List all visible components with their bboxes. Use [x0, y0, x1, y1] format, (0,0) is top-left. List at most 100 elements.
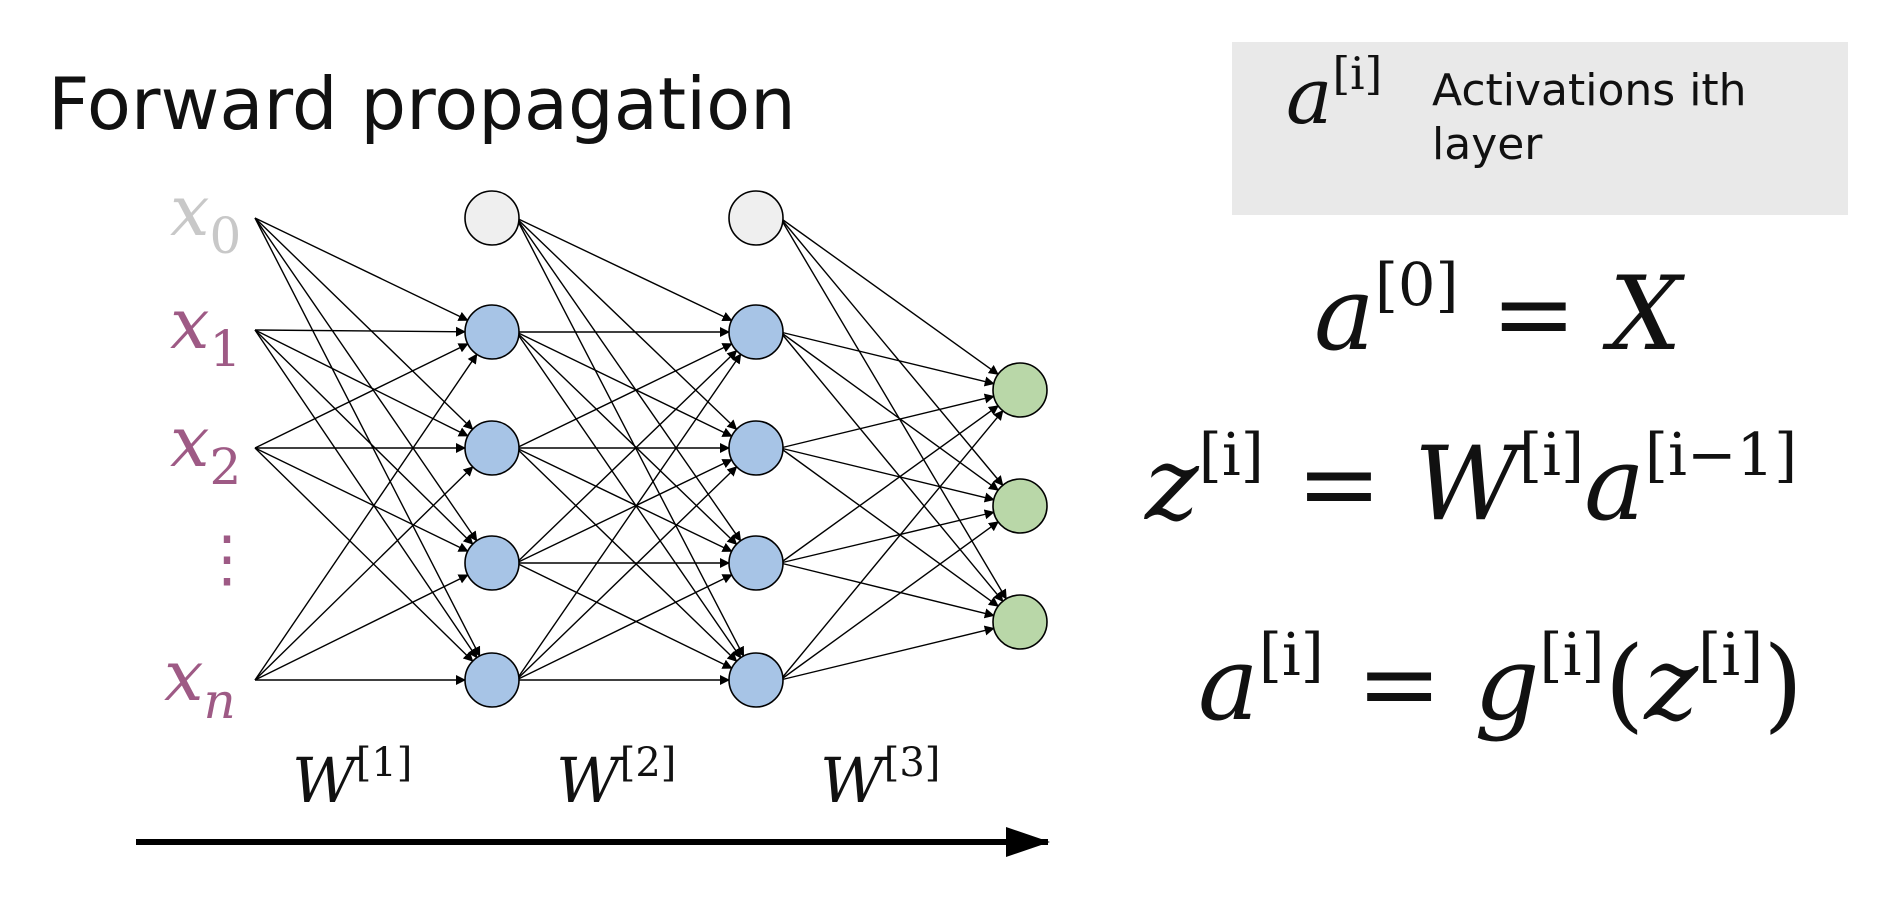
edge-37 — [779, 217, 1004, 487]
edge-32 — [515, 353, 742, 681]
equation-a0: a[0] = X — [1314, 250, 1682, 374]
input-sub: 1 — [209, 320, 241, 378]
eq3-z: z — [1644, 625, 1699, 744]
eq3-close-paren: ) — [1763, 625, 1804, 744]
edge-38 — [779, 217, 1007, 600]
edge-48 — [779, 410, 1004, 681]
weight-sup: [2] — [620, 740, 677, 786]
output-node-3 — [992, 594, 1048, 650]
edge-16 — [515, 217, 733, 322]
eq3-z-sup: [i] — [1698, 619, 1764, 689]
edge-46 — [780, 509, 995, 564]
edge-47 — [780, 562, 995, 619]
eq3-g: g — [1474, 625, 1540, 744]
edge-28 — [515, 350, 738, 564]
equation-a: a[i] = g[i](z[i]) — [1198, 620, 1804, 744]
edge-39 — [780, 331, 995, 387]
legend-symbol: a[i] — [1286, 47, 1382, 142]
hidden-node-layer2-4 — [728, 652, 784, 708]
edge-13 — [254, 466, 474, 681]
hidden-node-layer1-4 — [464, 652, 520, 708]
bias-node-layer2 — [728, 190, 784, 246]
edge-0 — [254, 217, 469, 321]
network-nodes — [464, 190, 1048, 708]
edge-50 — [780, 625, 995, 681]
hidden-node-layer1-2 — [464, 420, 520, 476]
legend-text-line1: Activations ith — [1432, 65, 1747, 116]
eq2-equals: = — [1296, 425, 1382, 544]
input-sub: 2 — [209, 438, 241, 496]
edge-34 — [515, 574, 733, 681]
legend-text-line2: layer — [1432, 119, 1543, 170]
legend-symbol-var: a — [1286, 52, 1333, 142]
hidden-node-layer2-1 — [728, 304, 784, 360]
connection-edges — [254, 217, 1007, 685]
edge-36 — [779, 217, 999, 375]
eq3-g-sup: [i] — [1539, 619, 1605, 689]
edge-2 — [254, 217, 478, 542]
edge-5 — [254, 329, 469, 437]
eq3-lhs-sup: [i] — [1258, 619, 1324, 689]
edge-44 — [779, 447, 999, 607]
weight-label-3: W[3] — [820, 740, 940, 817]
edge-45 — [779, 405, 999, 564]
input-label-3: ⋮ — [196, 522, 258, 595]
edge-7 — [254, 329, 478, 659]
edge-49 — [779, 521, 999, 681]
weight-label-2: W[2] — [556, 740, 676, 817]
eq3-equals: = — [1356, 625, 1442, 744]
edge-11 — [254, 447, 474, 662]
legend-description: Activations ith layer — [1432, 64, 1832, 172]
edge-8 — [254, 343, 469, 449]
input-var: x — [170, 401, 209, 483]
edge-41 — [779, 331, 1004, 602]
bias-node-layer1 — [464, 190, 520, 246]
eq1-equals: = — [1491, 255, 1577, 374]
eq2-lhs: z — [1145, 425, 1199, 544]
edge-27 — [515, 447, 738, 662]
hidden-node-layer1-3 — [464, 535, 520, 591]
weight-sup: [1] — [356, 740, 413, 786]
edge-1 — [254, 217, 474, 430]
edge-31 — [515, 562, 733, 669]
notation-legend: a[i] Activations ith layer — [1232, 42, 1848, 215]
eq1-lhs-sup: [0] — [1374, 249, 1459, 319]
weight-label-1: W[1] — [292, 740, 412, 817]
edge-17 — [515, 217, 738, 430]
output-node-1 — [992, 362, 1048, 418]
input-var: x — [170, 170, 209, 252]
weight-var: W — [820, 744, 888, 817]
eq2-weight: W — [1414, 425, 1520, 544]
weight-var: W — [556, 744, 624, 817]
edge-18 — [515, 217, 742, 542]
weight-sup: [3] — [884, 740, 941, 786]
output-node-2 — [992, 478, 1048, 534]
edge-21 — [515, 331, 733, 437]
edge-40 — [779, 331, 999, 491]
hidden-node-layer2-2 — [728, 420, 784, 476]
hidden-node-layer2-3 — [728, 535, 784, 591]
edge-19 — [515, 217, 745, 657]
edge-29 — [515, 459, 733, 564]
equation-z: z[i] = W[i]a[i−1] — [1145, 420, 1797, 544]
edge-33 — [515, 466, 738, 681]
edge-23 — [515, 331, 742, 659]
input-label-4: xn — [164, 635, 236, 730]
slide-title: Forward propagation — [48, 62, 796, 146]
eq2-lhs-sup: [i] — [1198, 419, 1264, 489]
weight-var: W — [292, 744, 360, 817]
edge-10 — [254, 447, 469, 552]
input-sub: n — [203, 672, 235, 730]
hidden-node-layer1-1 — [464, 304, 520, 360]
eq1-rhs: X — [1608, 255, 1682, 374]
edge-6 — [254, 329, 474, 545]
input-label-0: x0 — [170, 170, 241, 265]
eq1-lhs: a — [1314, 255, 1375, 374]
eq2-activation-sup: [i−1] — [1644, 419, 1798, 489]
edge-26 — [515, 447, 733, 552]
legend-symbol-sup: [i] — [1332, 47, 1383, 101]
edge-12 — [254, 353, 478, 681]
